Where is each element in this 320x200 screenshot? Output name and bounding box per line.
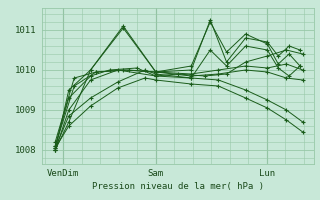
X-axis label: Pression niveau de la mer( hPa ): Pression niveau de la mer( hPa ) — [92, 182, 264, 191]
